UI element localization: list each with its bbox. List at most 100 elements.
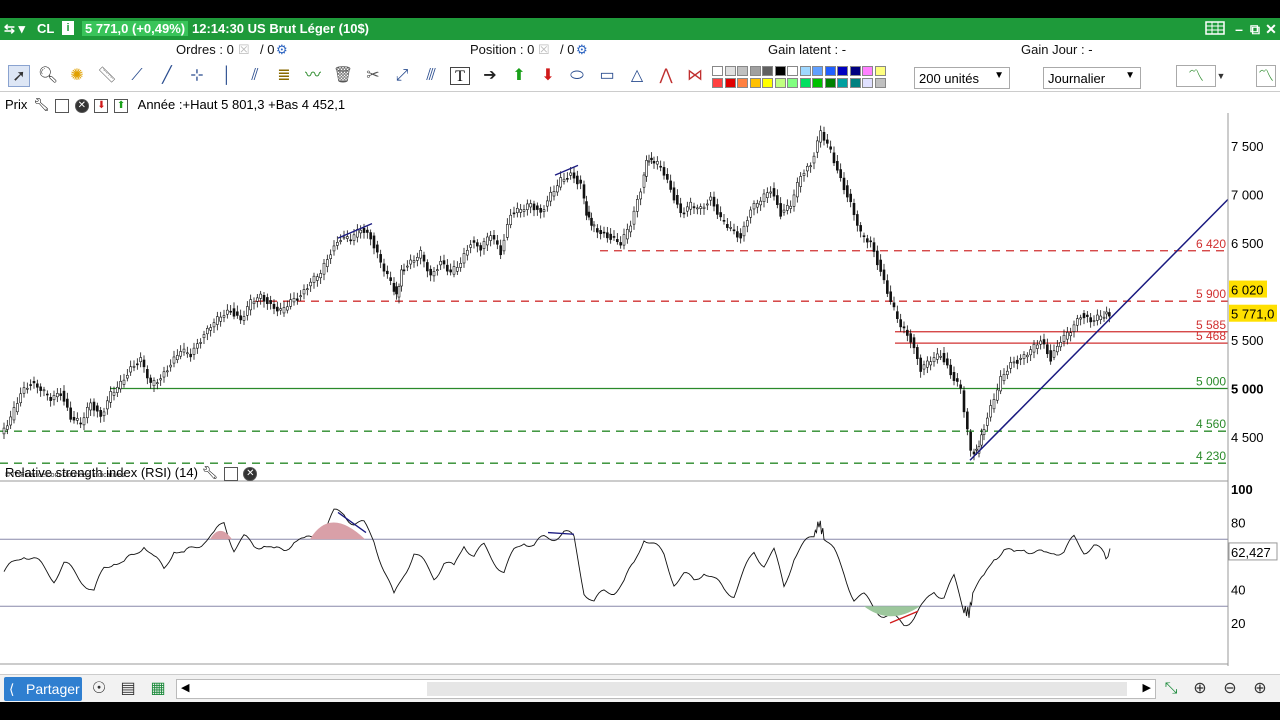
color-swatch[interactable] (737, 78, 748, 88)
color-swatch[interactable] (762, 66, 773, 76)
candle-body (879, 259, 882, 272)
color-swatch[interactable] (787, 66, 798, 76)
color-swatch[interactable] (724, 66, 736, 76)
fibonacci-icon[interactable]: ≣ (277, 67, 291, 84)
grid-icon[interactable] (1204, 20, 1226, 38)
color-swatch[interactable] (737, 66, 748, 76)
zoom-fit-icon[interactable]: ⊕ (1193, 680, 1207, 697)
tools-icon[interactable]: ✂ (366, 67, 380, 84)
scroll-right-icon[interactable]: ▶ (1142, 682, 1151, 694)
info-icon[interactable]: i (62, 21, 74, 35)
scroll-thumb[interactable] (427, 682, 1127, 696)
pattern-icon[interactable]: ⋀ (659, 67, 673, 84)
color-swatch[interactable] (849, 66, 861, 76)
color-palette[interactable] (712, 64, 890, 90)
color-swatch[interactable] (724, 78, 736, 88)
position-settings-icon[interactable]: ⚙ (576, 42, 588, 57)
arrow-down-icon[interactable]: ⬇ (541, 67, 555, 84)
expand-icon[interactable]: ⤢ (395, 67, 409, 84)
candle-body (326, 259, 329, 267)
color-swatch[interactable] (749, 78, 761, 88)
position-cancel-icon[interactable]: ☒ (538, 42, 550, 57)
maximize-icon[interactable] (223, 466, 238, 481)
excel-icon[interactable]: ▦ (150, 680, 166, 697)
ellipse-icon[interactable]: ⬭ (570, 67, 584, 84)
horizontal-line-icon[interactable]: ⊹ (190, 67, 204, 84)
wrench-icon[interactable]: 🔧︎ (33, 97, 50, 112)
color-swatch[interactable] (812, 66, 823, 76)
color-swatch[interactable] (849, 78, 861, 88)
channel-icon[interactable]: ⫽ (251, 67, 259, 84)
close-panel-icon[interactable]: ✕ (243, 466, 258, 481)
share-button[interactable]: ⟨ Partager (4, 677, 82, 701)
candle-body (906, 329, 909, 336)
color-swatch[interactable] (762, 78, 773, 88)
pointer-icon[interactable]: ➚ (8, 65, 30, 87)
harmonic-icon[interactable]: ⋈ (687, 67, 703, 84)
color-swatch[interactable] (799, 66, 811, 76)
position-count[interactable]: Position : 0 (470, 42, 535, 57)
horizontal-scrollbar[interactable]: ◀ ▶ (176, 679, 1156, 699)
wave-icon[interactable]: 〰 (304, 67, 321, 84)
color-swatch[interactable] (874, 66, 886, 76)
color-swatch[interactable] (787, 78, 798, 88)
zoom-out-icon[interactable]: ⊖ (1223, 680, 1237, 697)
color-swatch[interactable] (824, 66, 836, 76)
vertical-line-icon[interactable]: │ (222, 67, 232, 84)
color-swatch[interactable] (774, 66, 786, 76)
table-icon[interactable]: ▤ (120, 680, 136, 697)
color-swatch[interactable] (774, 78, 786, 88)
color-swatch[interactable] (712, 78, 723, 88)
candle-body (482, 241, 486, 249)
color-swatch[interactable] (837, 78, 848, 88)
scroll-left-icon[interactable]: ◀ (181, 682, 190, 694)
line-icon[interactable]: ╱ (162, 67, 172, 84)
side-panel-icon[interactable]: 〽 (1256, 65, 1276, 87)
orders-count[interactable]: Ordres : 0 (176, 42, 234, 57)
fingerprint-icon[interactable]: ☉ (91, 680, 107, 697)
text-icon[interactable]: T (450, 67, 470, 85)
wrench-icon[interactable]: 🔧︎ (201, 465, 219, 480)
triangle-icon[interactable]: △ (630, 67, 644, 84)
period-select[interactable]: Journalier ▼ (1043, 67, 1141, 89)
ruler-icon[interactable]: 📏︎ (96, 67, 118, 84)
zoom-in-icon[interactable]: ⊕ (1253, 680, 1267, 697)
color-swatch[interactable] (824, 78, 836, 88)
candle-body (1049, 350, 1052, 362)
indicators-icon[interactable]: 〽 (1176, 65, 1216, 87)
candle-body (400, 269, 403, 287)
highlight-icon[interactable]: ✺ (70, 67, 84, 84)
menu-arrows-icon[interactable]: ⇆ ▾ (4, 21, 26, 36)
color-swatch[interactable] (874, 78, 886, 88)
units-select[interactable]: 200 unités ▼ (914, 67, 1010, 89)
color-swatch[interactable] (837, 66, 848, 76)
zoom-icon[interactable]: 🔍︎ (37, 67, 59, 84)
close-panel-icon[interactable]: ✕ (74, 98, 89, 113)
color-swatch[interactable] (812, 78, 823, 88)
segment-icon[interactable]: ⟋ (131, 67, 143, 84)
candle-body (582, 184, 586, 199)
parallel-icon[interactable]: ⫻ (426, 67, 436, 84)
candle-body (296, 298, 299, 301)
candle-body (799, 176, 802, 187)
color-swatch[interactable] (862, 78, 873, 88)
indicators-dropdown-icon[interactable]: ▼ (1216, 71, 1226, 81)
arrow-right-icon[interactable]: ➔ (483, 67, 497, 84)
rectangle-icon[interactable]: ▭ (599, 67, 615, 84)
restore-icon[interactable]: ⧉ (1250, 21, 1260, 37)
orders-settings-icon[interactable]: ⚙ (276, 42, 288, 57)
orders-cancel-icon[interactable]: ☒ (238, 42, 250, 57)
move-down-icon[interactable]: ⬇ (94, 98, 109, 113)
fit-icon[interactable]: ⤡ (1164, 680, 1178, 697)
color-swatch[interactable] (862, 66, 873, 76)
color-swatch[interactable] (712, 66, 723, 76)
move-up-icon[interactable]: ⬆ (114, 98, 129, 113)
color-swatch[interactable] (799, 78, 811, 88)
color-swatch[interactable] (749, 66, 761, 76)
close-icon[interactable]: ✕ (1265, 21, 1277, 37)
trash-icon[interactable]: 🗑︎ (332, 67, 354, 84)
minimize-icon[interactable]: – (1235, 21, 1243, 37)
arrow-up-icon[interactable]: ⬆ (512, 67, 526, 84)
maximize-icon[interactable] (55, 98, 70, 113)
